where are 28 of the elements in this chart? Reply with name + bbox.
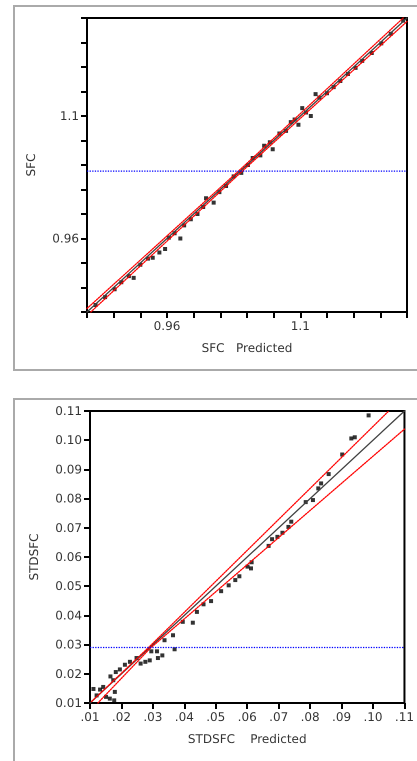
y-tick-label: 0.06 (55, 550, 82, 564)
x-tick-label: .05 (206, 710, 226, 724)
y-axis-title: SFC (24, 154, 38, 176)
y-tick-label: 0.07 (55, 520, 82, 535)
y-tick-label: 1.1 (60, 109, 79, 123)
y-tick-label: 0.02 (55, 666, 82, 681)
x-tick-label: .07 (269, 710, 288, 724)
y-tick-label: 0.96 (52, 232, 79, 246)
x-axis-title: STDSFC Predicted (188, 732, 307, 746)
y-axis-title: STDSFC (27, 533, 41, 581)
x-tick-label: .02 (112, 710, 131, 724)
x-tick-label: .01 (80, 710, 100, 724)
x-tick-label: .04 (174, 710, 194, 724)
y-tick-label: 0.10 (55, 433, 82, 448)
x-tick-label: .09 (332, 710, 352, 724)
x-axis-title: SFC Predicted (202, 341, 292, 355)
y-tick-label: 0.03 (55, 638, 82, 652)
x-tick-label: .10 (363, 710, 383, 724)
y-tick-label: 0.08 (55, 492, 82, 506)
y-tick-label: 0.05 (55, 579, 82, 594)
y-tick-label: 0.09 (55, 462, 82, 476)
x-tick-label: .06 (238, 710, 257, 724)
x-tick-label: .08 (300, 710, 320, 724)
y-tick-label: 0.04 (55, 608, 82, 622)
x-tick-label: .03 (143, 710, 162, 724)
y-tick-label: 0.11 (55, 404, 82, 418)
x-tick-label: .11 (394, 710, 414, 724)
y-tick-label: 0.01 (55, 696, 82, 710)
